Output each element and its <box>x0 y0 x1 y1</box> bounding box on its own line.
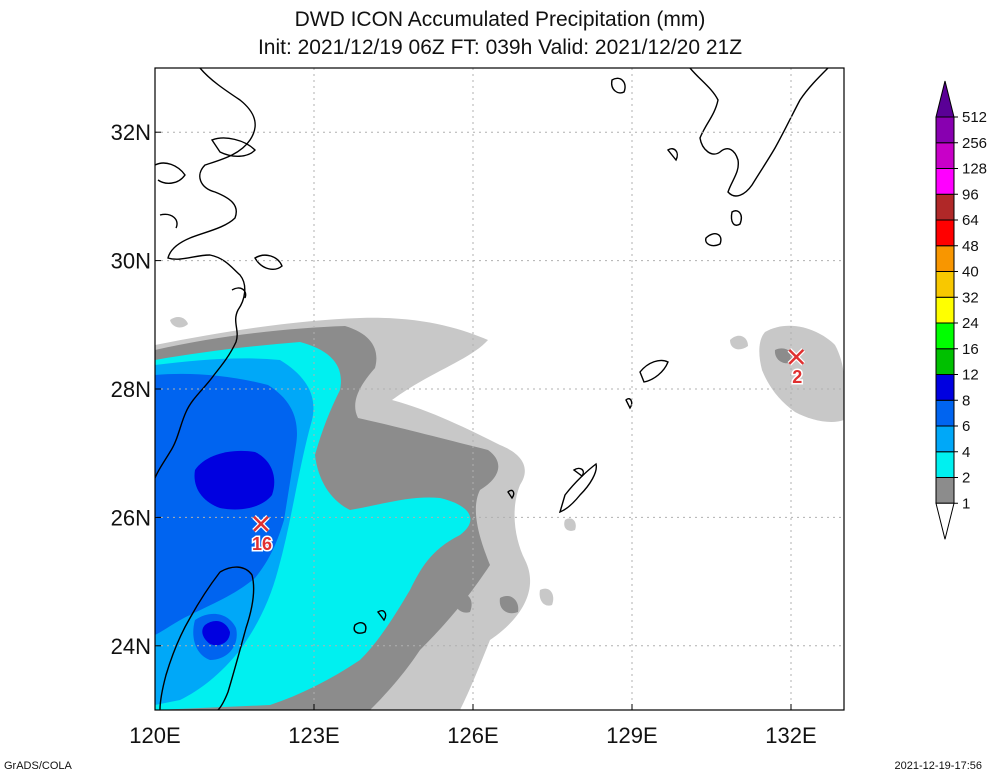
chart-title: DWD ICON Accumulated Precipitation (mm) <box>294 8 706 31</box>
colorbar-segment <box>935 322 955 350</box>
y-tick-label: 24N <box>111 634 151 659</box>
marker-layer: 16 2 <box>250 348 806 555</box>
colorbar-label: 6 <box>962 418 970 435</box>
colorbar-label: 64 <box>962 212 979 229</box>
y-tick-label: 32N <box>111 120 151 145</box>
y-tick-label: 26N <box>111 505 151 530</box>
colorbar-segment <box>935 425 955 453</box>
colorbar-label: 4 <box>962 444 970 461</box>
marker-x <box>788 349 805 365</box>
colorbar-segment <box>935 348 955 375</box>
x-tick-label: 126E <box>447 723 498 748</box>
colorbar-label: 128 <box>962 161 987 178</box>
precip-marker: 2 <box>787 348 806 388</box>
colorbar-label: 48 <box>962 238 979 255</box>
colorbar-label: 32 <box>962 289 979 306</box>
colorbar-bottom-arrow <box>935 502 955 540</box>
colorbar-label: 16 <box>962 341 979 358</box>
timestamp-text: 2021-12-19-17:56 <box>894 760 982 772</box>
colorbar-label: 256 <box>962 135 987 152</box>
x-tick-label: 132E <box>765 723 816 748</box>
y-tick-label: 28N <box>111 377 151 402</box>
colorbar-label: 2 <box>962 470 970 487</box>
colorbar-segment <box>935 168 955 195</box>
colorbar-label: 24 <box>962 315 979 332</box>
colorbar-segment <box>935 271 955 298</box>
colorbar-label: 12 <box>962 367 979 384</box>
colorbar-segment <box>935 451 955 478</box>
credit-text: GrADS/COLA <box>4 760 72 772</box>
colorbar-segment <box>935 296 955 324</box>
marker-value: 2 <box>792 367 802 387</box>
x-tick-label: 129E <box>606 723 657 748</box>
colorbar-top-arrow <box>935 80 955 118</box>
grid-lines <box>154 68 844 710</box>
colorbar-segment <box>935 245 955 272</box>
precip-marker: 16 <box>250 515 274 555</box>
colorbar-label: 512 <box>962 109 987 126</box>
colorbar-segment <box>935 142 955 169</box>
colorbar-label: 8 <box>962 392 970 409</box>
colorbar-segment <box>935 477 955 504</box>
x-axis: 120E 123E 126E 129E 132E <box>129 704 817 748</box>
marker-value: 16 <box>252 534 272 554</box>
marker-x <box>253 515 269 532</box>
colorbar-label: 1 <box>962 495 970 512</box>
x-tick-label: 120E <box>129 723 180 748</box>
y-tick-label: 30N <box>111 249 151 274</box>
colorbar-label: 96 <box>962 186 979 203</box>
colorbar-segment <box>935 374 955 401</box>
y-axis: 24N 26N 28N 30N 32N <box>111 120 161 659</box>
colorbar-label: 40 <box>962 264 979 281</box>
colorbar-segment <box>935 116 955 144</box>
precipitation-field <box>155 317 844 710</box>
coastlines <box>155 68 829 710</box>
colorbar-segment <box>935 399 955 427</box>
x-tick-label: 123E <box>288 723 339 748</box>
chart-subtitle: Init: 2021/12/19 06Z FT: 039h Valid: 202… <box>257 36 743 59</box>
colorbar-segment <box>935 193 955 221</box>
colorbar-segment <box>935 219 955 247</box>
